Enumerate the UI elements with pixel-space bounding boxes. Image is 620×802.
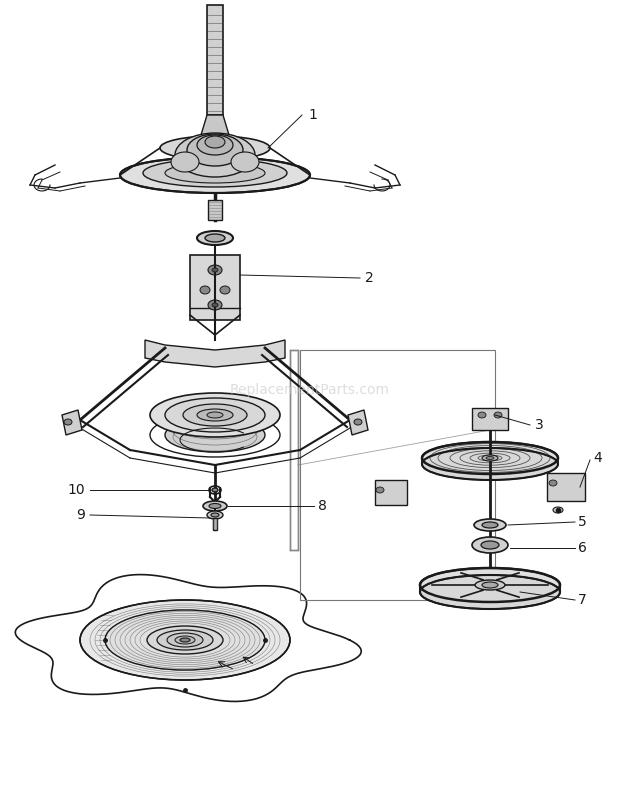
- Ellipse shape: [205, 234, 225, 242]
- Ellipse shape: [64, 419, 72, 425]
- Ellipse shape: [175, 636, 195, 644]
- Bar: [190, 255, 240, 320]
- Ellipse shape: [80, 600, 290, 680]
- Text: 8: 8: [318, 499, 327, 513]
- Text: 1: 1: [308, 108, 317, 122]
- Ellipse shape: [120, 157, 310, 193]
- Ellipse shape: [157, 630, 213, 650]
- Ellipse shape: [207, 412, 223, 418]
- Ellipse shape: [486, 456, 494, 460]
- Ellipse shape: [481, 541, 499, 549]
- Polygon shape: [62, 410, 82, 435]
- Ellipse shape: [553, 507, 563, 513]
- Ellipse shape: [205, 136, 225, 148]
- Ellipse shape: [420, 568, 560, 602]
- Text: 7: 7: [578, 593, 587, 607]
- Text: 2: 2: [365, 271, 374, 285]
- Ellipse shape: [482, 582, 498, 588]
- Text: 4: 4: [593, 451, 602, 465]
- Ellipse shape: [197, 231, 233, 245]
- Ellipse shape: [231, 152, 259, 172]
- Ellipse shape: [475, 580, 505, 590]
- Text: 10: 10: [68, 483, 85, 497]
- Ellipse shape: [212, 488, 218, 492]
- Ellipse shape: [209, 504, 221, 508]
- Ellipse shape: [165, 418, 265, 452]
- Ellipse shape: [482, 455, 498, 461]
- Ellipse shape: [422, 442, 558, 474]
- Ellipse shape: [175, 133, 255, 177]
- Ellipse shape: [474, 519, 506, 531]
- Ellipse shape: [549, 480, 557, 486]
- Ellipse shape: [482, 522, 498, 528]
- Text: 9: 9: [76, 508, 85, 522]
- Polygon shape: [348, 410, 368, 435]
- Ellipse shape: [208, 265, 222, 275]
- Text: 3: 3: [535, 418, 544, 432]
- Bar: [547, 473, 585, 501]
- Ellipse shape: [420, 575, 560, 609]
- Ellipse shape: [354, 419, 362, 425]
- Text: 6: 6: [578, 541, 587, 555]
- Ellipse shape: [207, 511, 223, 519]
- Ellipse shape: [197, 135, 233, 155]
- Ellipse shape: [212, 268, 218, 272]
- Ellipse shape: [183, 404, 247, 426]
- Ellipse shape: [203, 501, 227, 511]
- Ellipse shape: [212, 303, 218, 307]
- Text: ReplacementParts.com: ReplacementParts.com: [230, 383, 390, 397]
- Ellipse shape: [197, 409, 233, 421]
- Ellipse shape: [160, 136, 270, 160]
- Bar: [472, 408, 508, 430]
- Ellipse shape: [150, 393, 280, 437]
- Bar: [300, 350, 495, 600]
- Bar: [208, 200, 222, 220]
- Ellipse shape: [376, 487, 384, 493]
- Ellipse shape: [208, 300, 222, 310]
- Ellipse shape: [200, 286, 210, 294]
- Ellipse shape: [180, 638, 190, 642]
- Ellipse shape: [187, 134, 243, 166]
- Ellipse shape: [165, 163, 265, 183]
- Polygon shape: [201, 115, 229, 135]
- Text: 5: 5: [578, 515, 587, 529]
- Ellipse shape: [220, 286, 230, 294]
- Ellipse shape: [478, 412, 486, 418]
- Ellipse shape: [143, 159, 287, 187]
- Ellipse shape: [105, 610, 265, 670]
- Ellipse shape: [165, 398, 265, 432]
- Bar: [375, 480, 407, 505]
- Bar: [290, 350, 298, 550]
- Ellipse shape: [171, 152, 199, 172]
- Ellipse shape: [422, 448, 558, 480]
- Ellipse shape: [472, 537, 508, 553]
- Bar: [207, 5, 223, 115]
- Ellipse shape: [211, 513, 219, 517]
- Ellipse shape: [494, 412, 502, 418]
- Polygon shape: [145, 340, 285, 367]
- Ellipse shape: [167, 633, 203, 647]
- Bar: [213, 518, 217, 530]
- Ellipse shape: [147, 626, 223, 654]
